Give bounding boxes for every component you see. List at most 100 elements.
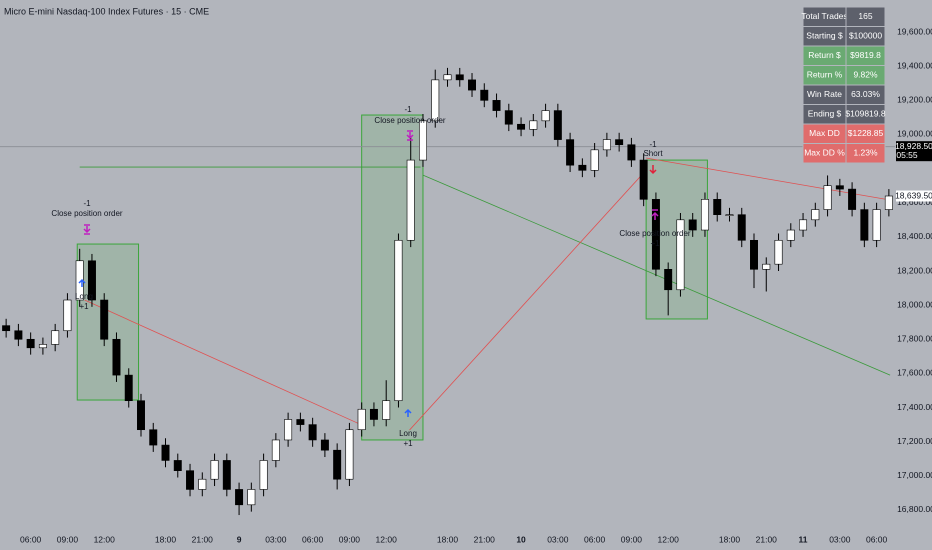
- table-text: 1.23%: [853, 148, 878, 158]
- x-tick-label: 12:00: [376, 534, 398, 544]
- x-tick-label: 09:00: [57, 534, 79, 544]
- candle-body: [382, 400, 391, 420]
- candle-body: [26, 338, 35, 349]
- candle-body: [504, 110, 513, 125]
- entry-marker: [404, 408, 412, 417]
- y-tick-label: 17,000.00: [897, 470, 932, 480]
- table-text: Max DD: [809, 128, 840, 138]
- table-text: Return %: [807, 70, 843, 80]
- x-tick-label: 06:00: [302, 534, 324, 544]
- y-tick-label: 19,400.00: [897, 60, 932, 70]
- x-tick-label: 18:00: [719, 534, 741, 544]
- candle-body: [725, 214, 734, 216]
- candle-body: [762, 263, 771, 270]
- candle-body: [517, 123, 526, 130]
- exit-marker: [83, 224, 91, 235]
- y-tick-label: 18,200.00: [897, 265, 932, 275]
- trade-line: [84, 299, 362, 426]
- candle-body: [578, 164, 587, 171]
- x-tick-label: 06:00: [866, 534, 888, 544]
- candle-body: [296, 419, 305, 425]
- x-tick-label: 06:00: [584, 534, 606, 544]
- candle-body: [87, 260, 96, 301]
- candle-body: [100, 299, 109, 340]
- candle-body: [112, 338, 121, 376]
- candle-body: [161, 444, 170, 461]
- candle-body: [247, 489, 256, 506]
- y-tick-label: 18,400.00: [897, 231, 932, 241]
- candle-body: [823, 185, 832, 210]
- annotation: +1: [650, 239, 660, 248]
- candle-body: [259, 460, 268, 490]
- exit-marker: [406, 130, 414, 141]
- candle-body: [284, 419, 293, 441]
- candle-body: [639, 159, 648, 200]
- candle-body: [480, 89, 489, 101]
- candle-body: [38, 344, 47, 349]
- candle-body: [860, 209, 869, 241]
- table-text: $1228.85: [848, 128, 884, 138]
- candle-body: [137, 400, 145, 431]
- candle-body: [333, 449, 342, 480]
- candle-body: [357, 408, 366, 431]
- annotation: +1: [79, 302, 89, 311]
- candle-body: [664, 269, 673, 291]
- y-tick-label: 17,400.00: [897, 402, 932, 412]
- candle-body: [750, 239, 758, 270]
- annotation: -1: [649, 140, 657, 149]
- candle-body: [737, 214, 746, 241]
- table-text: Win Rate: [807, 89, 842, 99]
- candle-body: [541, 110, 550, 122]
- x-tick-label: 12:00: [658, 534, 680, 544]
- table-text: Return $: [808, 50, 841, 60]
- candle-body: [651, 199, 660, 270]
- candle-body: [149, 429, 158, 446]
- x-tick-label: 21:00: [474, 534, 496, 544]
- x-tick-label: 18:00: [155, 534, 177, 544]
- table-text: Total Trades: [801, 11, 847, 21]
- y-tick-label: 18,600.00: [897, 197, 932, 207]
- candle-body: [186, 470, 195, 490]
- x-tick-label: 21:00: [192, 534, 214, 544]
- candle-body: [553, 110, 562, 140]
- candle-body: [676, 219, 685, 291]
- price-label-box: [896, 141, 932, 162]
- candle-body: [566, 139, 575, 166]
- candle-body: [431, 79, 440, 122]
- trade-line: [422, 174, 891, 376]
- candle-body: [590, 149, 599, 171]
- annotation: -1: [404, 105, 412, 114]
- candle-body: [2, 325, 11, 332]
- candle-body: [443, 74, 452, 81]
- candle-body: [235, 489, 244, 506]
- candle-body: [799, 219, 808, 231]
- y-tick-label: 18,000.00: [897, 299, 932, 309]
- stats-table: Total Trades 165 Starting $ $100000 Return $…: [801, 6, 886, 164]
- table-text: Ending $: [808, 109, 842, 119]
- candle-body: [419, 120, 427, 161]
- x-tick-label: 03:00: [547, 534, 569, 544]
- entry-marker: [649, 165, 657, 175]
- table-text: $9819.8: [850, 50, 881, 60]
- candle-body: [492, 100, 501, 111]
- x-tick-label: 09:00: [339, 534, 361, 544]
- candles: [2, 67, 893, 516]
- candle-body: [713, 199, 722, 215]
- annotation: Long: [75, 292, 93, 301]
- y-tick-label: 19,600.00: [897, 26, 932, 36]
- x-tick-label: 9: [237, 534, 242, 544]
- price-label: 18,928.50: [895, 141, 932, 151]
- candle-body: [51, 330, 60, 345]
- table-text: 9.82%: [853, 70, 878, 80]
- exit-marker: [651, 209, 659, 220]
- candle-body: [222, 460, 231, 490]
- candle-body: [124, 374, 133, 402]
- candle-body: [345, 429, 354, 480]
- table-cell: [845, 143, 886, 164]
- candle-body: [320, 439, 329, 451]
- candle-body: [872, 209, 881, 241]
- candle-body: [173, 460, 182, 471]
- price-label-box: [896, 190, 932, 202]
